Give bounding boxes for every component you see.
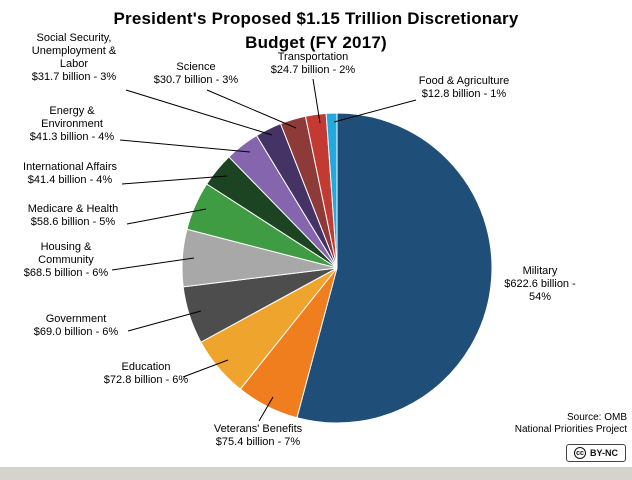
slice-value: $69.0 billion - 6% [33, 326, 119, 338]
leader-line-social-security [125, 89, 273, 136]
leader-lines [111, 78, 417, 422]
slice-name: Social Security, Unemployment & Labor [31, 32, 117, 70]
slice-name: Housing & Community [38, 241, 94, 266]
slice-value: $68.5 billion - 6% [23, 267, 109, 279]
source-note: Source: OMB National Priorities Project [515, 412, 627, 436]
slice-label-food-agriculture: Food & Agriculture $12.8 billion - 1% [419, 75, 510, 101]
slice-name: International Affairs [23, 161, 117, 173]
chart-title: President's Proposed $1.15 Trillion Disc… [113, 9, 519, 52]
slice-name: Education [121, 361, 171, 373]
pie-slices [181, 112, 493, 424]
leader-line-veterans-benefits [258, 396, 274, 422]
cc-license-label: BY-NC [589, 448, 618, 458]
slice-name: Military [522, 265, 558, 277]
slice-label-transportation: Transportation $24.7 billion - 2% [271, 51, 355, 77]
slice-label-science: Science $30.7 billion - 3% [154, 61, 238, 87]
slice-name: Transportation [277, 51, 349, 63]
slice-label-education: Education $72.8 billion - 6% [104, 361, 188, 387]
leader-line-science [206, 89, 297, 129]
slice-label-housing-community: Housing & Community $68.5 billion - 6% [24, 241, 108, 280]
slice-value: $41.3 billion - 4% [29, 131, 115, 143]
slice-value: $24.7 billion - 2% [270, 64, 356, 76]
slice-label-military: Military $622.6 billion - 54% [494, 265, 586, 304]
slice-label-medicare-health: Medicare & Health $58.6 billion - 5% [28, 203, 119, 229]
slice-value: $31.7 billion - 3% [31, 71, 117, 83]
cc-icon: cc [573, 447, 586, 459]
slice-value: $41.4 billion - 4% [27, 174, 113, 186]
leader-line-housing-community [111, 257, 195, 271]
slice-name: Energy & Environment [41, 105, 103, 130]
slice-name: Medicare & Health [27, 203, 119, 215]
leader-line-food-agriculture [333, 99, 417, 123]
leader-line-medicare-health [126, 208, 207, 225]
slice-name: Veterans' Benefits [213, 423, 303, 435]
slice-label-social-security: Social Security, Unemployment & Labor $3… [32, 32, 116, 84]
source-line-1: Source: OMB [566, 412, 627, 423]
slice-label-energy-environment: Energy & Environment $41.3 billion - 4% [30, 105, 114, 144]
bottom-strip [0, 467, 632, 480]
slice-name: Science [176, 61, 216, 73]
slice-value: $75.4 billion - 7% [215, 436, 301, 448]
slice-value: $58.6 billion - 5% [30, 216, 116, 228]
slice-value: $72.8 billion - 6% [103, 374, 189, 386]
slice-value: $30.7 billion - 3% [153, 74, 239, 86]
slice-name: Food & Agriculture [418, 75, 510, 87]
slice-label-government: Government $69.0 billion - 6% [34, 313, 118, 339]
leader-line-government [127, 310, 202, 332]
slice-name: Government [45, 313, 107, 325]
leader-line-energy-environment [119, 139, 251, 153]
leader-line-education [182, 359, 229, 378]
pie-slice-0 [296, 112, 493, 424]
slice-value: $12.8 billion - 1% [421, 88, 507, 100]
leader-line-international-affairs [121, 175, 228, 185]
leader-line-transportation [312, 78, 321, 124]
slice-label-veterans-benefits: Veterans' Benefits $75.4 billion - 7% [214, 423, 302, 449]
source-line-2: National Priorities Project [514, 424, 627, 435]
slice-label-international-affairs: International Affairs $41.4 billion - 4% [23, 161, 117, 187]
slice-value: $622.6 billion - 54% [504, 278, 576, 303]
pie-slice-11 [325, 112, 338, 269]
cc-license-badge: cc BY-NC [565, 444, 626, 462]
